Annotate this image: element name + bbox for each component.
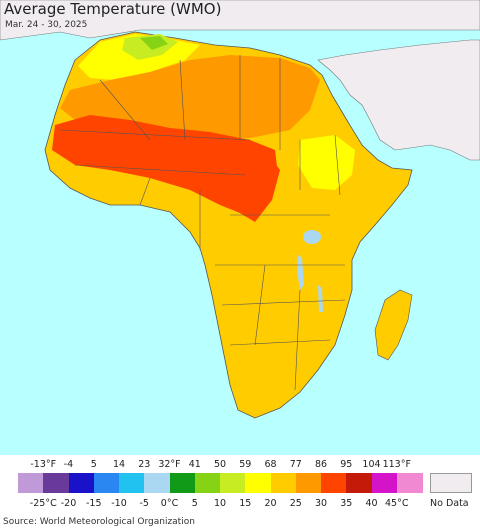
middle-east-land xyxy=(317,39,480,161)
legend-celsius-tick: 45°C xyxy=(385,498,409,509)
legend-fahrenheit-tick: 14 xyxy=(112,459,126,470)
legend-swatch xyxy=(346,473,372,493)
lake-tanganyika xyxy=(297,255,304,290)
lake-malawi xyxy=(318,285,323,312)
legend-fahrenheit-tick: 50 xyxy=(213,459,227,470)
no-data-swatch xyxy=(430,473,472,493)
legend-fahrenheit-tick: 23 xyxy=(138,459,151,470)
legend-celsius-tick: 35 xyxy=(340,498,353,509)
legend-celsius-tick: -5 xyxy=(139,498,149,509)
legend-swatch xyxy=(321,473,347,493)
no-data-label: No Data xyxy=(430,498,469,509)
legend-swatch xyxy=(270,473,297,493)
legend-swatch xyxy=(93,473,120,493)
legend-swatch xyxy=(68,473,95,493)
legend-swatch xyxy=(371,473,398,493)
temperature-map xyxy=(0,0,480,455)
legend-celsius-tick: 40 xyxy=(365,498,378,509)
legend-fahrenheit-tick: 95 xyxy=(340,459,353,470)
legend-swatch xyxy=(144,473,170,493)
legend-swatch xyxy=(194,473,221,493)
legend-celsius-tick: 5 xyxy=(191,498,198,509)
legend-fahrenheit-tick: 41 xyxy=(188,459,201,470)
legend-celsius-tick: -10 xyxy=(111,498,127,509)
legend-fahrenheit-tick: -4 xyxy=(63,459,74,470)
map-title: Average Temperature (WMO) xyxy=(4,0,222,18)
madagascar xyxy=(374,289,413,361)
legend-fahrenheit-tick: -13°F xyxy=(30,459,57,470)
legend-celsius-tick: 25 xyxy=(289,498,302,509)
ethiopia-cool-zone xyxy=(298,135,355,190)
legend-celsius-tick: -25°C xyxy=(29,498,57,509)
legend-fahrenheit-tick: 104 xyxy=(362,459,381,470)
legend-swatch xyxy=(119,473,145,493)
east-highlands xyxy=(315,195,345,240)
legend-celsius-tick: -20 xyxy=(60,498,77,509)
legend-swatch xyxy=(220,473,246,493)
legend-celsius-tick: 0°C xyxy=(160,498,179,509)
legend-swatch xyxy=(245,473,271,493)
atlas-highland xyxy=(140,36,168,50)
legend-celsius-tick: 20 xyxy=(264,498,277,509)
source-credit: Source: World Meteorological Organizatio… xyxy=(3,517,195,527)
legend-celsius-tick: 10 xyxy=(213,498,227,509)
legend-swatch xyxy=(295,473,322,493)
legend-celsius-tick: -15 xyxy=(85,498,102,509)
legend-swatch xyxy=(396,473,423,493)
legend-celsius-tick: 15 xyxy=(239,498,252,509)
red-sea xyxy=(322,78,368,148)
legend-swatch xyxy=(18,473,44,493)
south-africa-zone xyxy=(235,360,300,410)
lake-victoria xyxy=(303,230,321,244)
legend-fahrenheit-tick: 59 xyxy=(239,459,252,470)
legend-fahrenheit-tick: 5 xyxy=(90,459,97,470)
sahel-hot-band xyxy=(52,115,278,215)
legend-fahrenheit-tick: 68 xyxy=(264,459,277,470)
central-africa-hot xyxy=(225,150,280,222)
date-range: Mar. 24 - 30, 2025 xyxy=(5,20,88,30)
legend-swatch xyxy=(43,473,69,493)
legend-fahrenheit-tick: 86 xyxy=(314,459,328,470)
legend-fahrenheit-tick: 32°F xyxy=(158,459,181,470)
legend-swatch xyxy=(169,473,196,493)
sahara-zone xyxy=(60,55,320,140)
europe-land xyxy=(0,0,480,41)
legend-fahrenheit-tick: 113°F xyxy=(382,459,411,470)
country-borders xyxy=(59,55,346,391)
legend-celsius-tick: 30 xyxy=(314,498,328,509)
legend-fahrenheit-tick: 77 xyxy=(289,459,302,470)
